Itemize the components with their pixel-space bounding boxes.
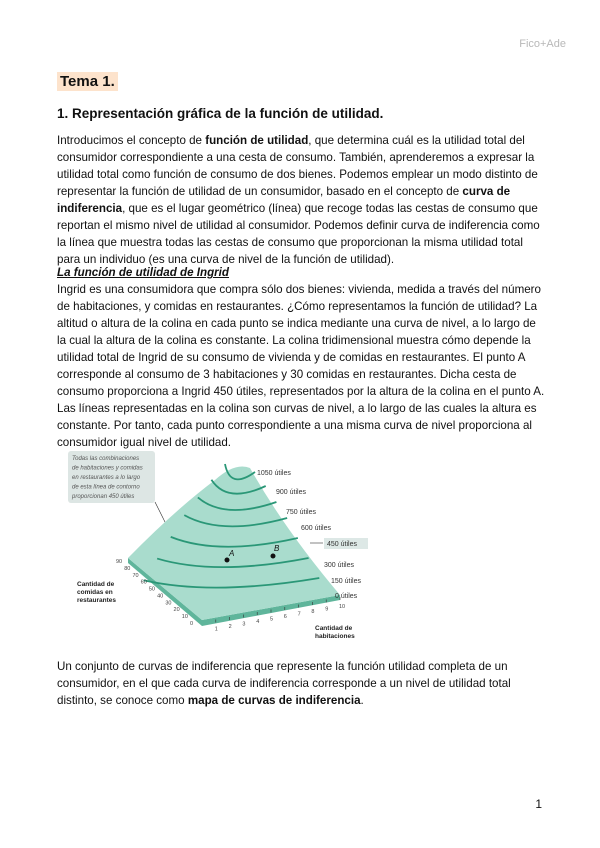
- y-axis-label: restaurantes: [77, 597, 116, 604]
- page-header: Fico+Ade: [519, 38, 566, 50]
- term-indifference-map: mapa de curvas de indiferencia: [187, 694, 361, 707]
- y-axis-label: comidas en: [77, 589, 113, 596]
- point-b-label: B: [274, 544, 280, 553]
- level-label-box: [324, 538, 368, 549]
- x-tick-label: 9: [325, 607, 328, 613]
- point-a-label: A: [228, 549, 234, 558]
- x-tick-label: 4: [256, 619, 259, 625]
- callout-text: en restaurantes a lo largo: [72, 475, 141, 481]
- hill-surface: [128, 466, 340, 620]
- paragraph-intro: Introducimos el concepto de función de u…: [57, 132, 547, 268]
- x-tick-label: 1: [215, 627, 218, 633]
- x-tick-label: 5: [270, 617, 273, 623]
- y-tick-label: 80: [124, 566, 130, 572]
- level-label: 900 útiles: [276, 489, 306, 496]
- level-label: 750 útiles: [286, 509, 316, 516]
- paragraph-map: Un conjunto de curvas de indiferencia qu…: [57, 658, 547, 709]
- level-label: 150 útiles: [331, 578, 361, 585]
- text: , que determina cuál es la utilidad tota…: [57, 134, 538, 198]
- subheading: La función de utilidad de Ingrid: [57, 266, 229, 279]
- level-label: 0 útiles: [335, 593, 358, 600]
- page-number: 1: [535, 797, 542, 811]
- contour-line: [210, 479, 267, 495]
- y-axis-label: Cantidad de: [77, 581, 115, 588]
- term-utility-function: función de utilidad: [205, 134, 309, 147]
- y-tick-label: 70: [132, 573, 138, 579]
- contour-line: [183, 514, 288, 528]
- callout-text: Todas las combinaciones: [72, 456, 139, 462]
- level-label: 300 útiles: [324, 562, 354, 569]
- y-tick-label: 60: [141, 580, 147, 586]
- page-title: Tema 1.: [57, 72, 118, 91]
- text: .: [360, 694, 364, 707]
- text: , que es el lugar geométrico (línea) que…: [57, 202, 540, 266]
- y-tick-label: 90: [116, 559, 122, 565]
- callout-text: de esta línea de contorno: [72, 485, 140, 491]
- contour-line: [156, 557, 309, 569]
- callout-box: [68, 451, 155, 503]
- x-tick-label: 3: [242, 622, 245, 628]
- contour-line: [143, 577, 320, 589]
- term-indifference-curve: curva de indiferencia: [57, 185, 511, 215]
- callout-text: proporcionan 450 útiles: [71, 494, 134, 500]
- level-label: 1050 útiles: [257, 470, 291, 477]
- y-tick-label: 40: [157, 593, 163, 599]
- section-heading: 1. Representación gráfica de la función …: [57, 106, 384, 121]
- x-tick-label: 10: [339, 604, 345, 610]
- contour-line: [197, 496, 277, 511]
- level-label: 600 útiles: [301, 525, 331, 532]
- y-tick-label: 30: [165, 600, 171, 606]
- x-axis-label: habitaciones: [315, 633, 355, 640]
- point-a: [224, 557, 230, 563]
- y-tick-label: 0: [190, 621, 193, 627]
- hill-base: [128, 558, 340, 626]
- text: Introducimos el concepto de: [57, 134, 206, 147]
- contour-line: [170, 536, 299, 548]
- y-tick-label: 50: [149, 587, 155, 593]
- y-tick-label: 10: [182, 614, 188, 620]
- point-b: [270, 553, 276, 559]
- callout-text: de habitaciones y comidas: [72, 466, 143, 472]
- callout-leader: [154, 501, 166, 523]
- x-tick-label: 8: [311, 609, 314, 615]
- text: Un conjunto de curvas de indiferencia qu…: [57, 660, 511, 707]
- level-label: 450 útiles: [327, 541, 357, 548]
- x-tick-label: 6: [284, 614, 287, 620]
- contour-line: [224, 463, 256, 481]
- x-tick-label: 7: [298, 612, 301, 618]
- x-axis-label: Cantidad de: [315, 625, 353, 632]
- y-tick-label: 20: [174, 607, 180, 613]
- x-tick-label: 2: [229, 624, 232, 630]
- paragraph-text: Ingrid es una consumidora que compra sól…: [57, 283, 545, 449]
- paragraph-ingrid: La función de utilidad de Ingrid Ingrid …: [57, 264, 547, 451]
